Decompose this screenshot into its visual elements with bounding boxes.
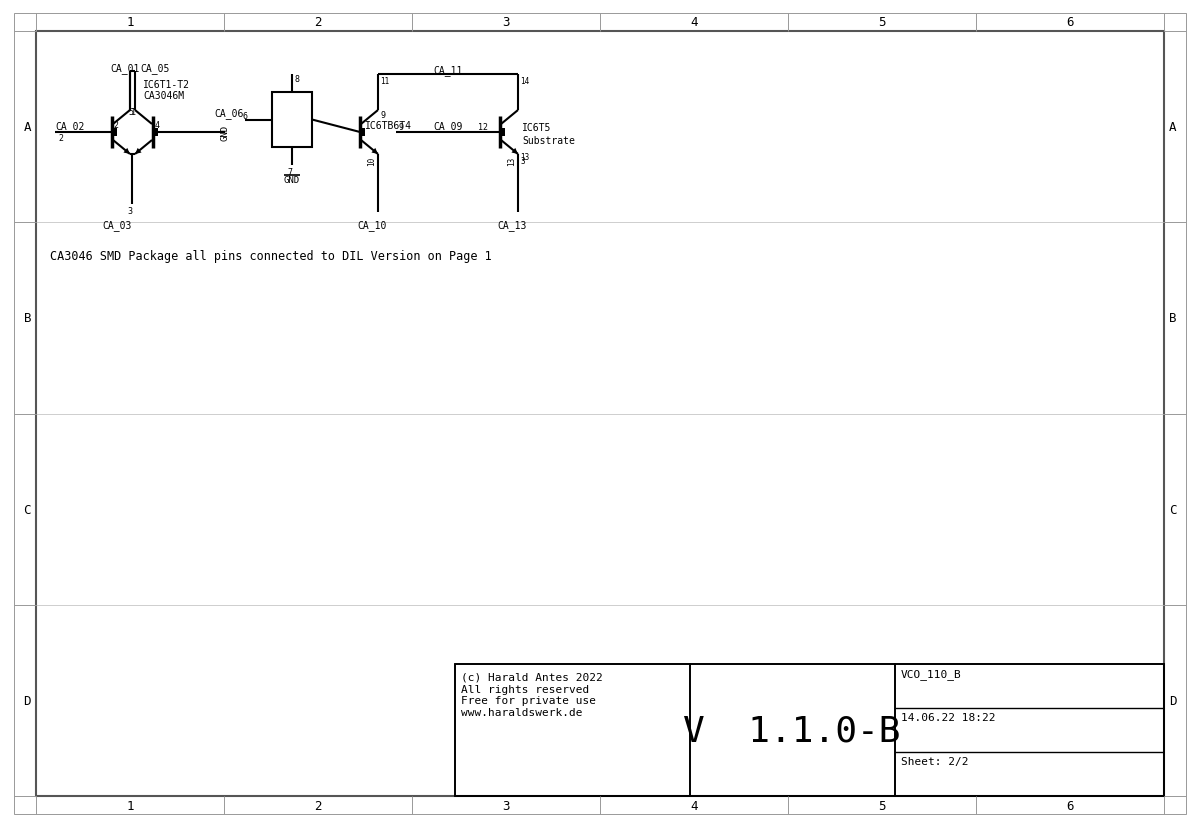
Text: 6: 6 xyxy=(1067,16,1074,29)
Text: GND: GND xyxy=(220,125,229,141)
Text: CA3046 SMD Package all pins connected to DIL Version on Page 1: CA3046 SMD Package all pins connected to… xyxy=(50,250,492,262)
Text: CA_09: CA_09 xyxy=(433,121,463,132)
Text: 5: 5 xyxy=(128,108,133,117)
Text: 3: 3 xyxy=(127,207,132,216)
Bar xyxy=(272,93,312,148)
Polygon shape xyxy=(136,149,142,155)
Text: 10: 10 xyxy=(367,156,376,166)
Text: 5: 5 xyxy=(878,799,886,812)
Text: D: D xyxy=(24,694,31,707)
Text: Substrate: Substrate xyxy=(522,136,575,146)
Text: C: C xyxy=(1169,503,1176,516)
Text: 3: 3 xyxy=(503,16,510,29)
Text: 2: 2 xyxy=(58,134,64,142)
Text: GND: GND xyxy=(284,176,300,185)
Bar xyxy=(455,664,1164,796)
Text: CA_05: CA_05 xyxy=(140,63,169,74)
Text: B: B xyxy=(1169,312,1176,325)
Bar xyxy=(112,129,118,137)
Bar xyxy=(152,129,158,137)
Text: B: B xyxy=(24,312,31,325)
Text: 5: 5 xyxy=(878,16,886,29)
Text: 14.06.22 18:22: 14.06.22 18:22 xyxy=(901,712,996,722)
Text: A: A xyxy=(24,121,31,134)
Text: D: D xyxy=(1169,694,1176,707)
Text: 4: 4 xyxy=(155,121,160,130)
Text: V  1.1.0-B: V 1.1.0-B xyxy=(683,713,901,747)
Text: CA_03: CA_03 xyxy=(102,219,132,231)
Text: IC6TB6T4: IC6TB6T4 xyxy=(365,121,412,131)
Text: 2: 2 xyxy=(314,16,322,29)
Bar xyxy=(499,129,505,137)
Text: 3: 3 xyxy=(503,799,510,812)
Text: 6: 6 xyxy=(242,111,247,120)
Text: 11: 11 xyxy=(380,77,389,86)
Bar xyxy=(895,664,1164,796)
Text: IC6T5: IC6T5 xyxy=(522,123,551,132)
Text: 1: 1 xyxy=(131,108,136,117)
Text: 2: 2 xyxy=(113,121,118,130)
Text: 13: 13 xyxy=(508,156,516,166)
Text: 2: 2 xyxy=(314,799,322,812)
Text: 1: 1 xyxy=(126,16,133,29)
Text: VCO_110_B: VCO_110_B xyxy=(901,668,961,679)
Text: 14: 14 xyxy=(520,77,529,86)
Text: CA_10: CA_10 xyxy=(358,219,386,231)
Text: 1: 1 xyxy=(126,799,133,812)
Text: 4: 4 xyxy=(690,16,697,29)
Text: 4: 4 xyxy=(690,799,697,812)
Text: 3: 3 xyxy=(520,156,524,166)
Polygon shape xyxy=(124,149,130,155)
Bar xyxy=(455,664,690,796)
Bar xyxy=(359,129,365,137)
Polygon shape xyxy=(511,149,518,155)
Text: CA_06: CA_06 xyxy=(215,108,244,119)
Text: 13: 13 xyxy=(520,153,529,161)
Text: 7: 7 xyxy=(288,168,293,177)
Text: 6: 6 xyxy=(1067,799,1074,812)
Text: Sheet: 2/2: Sheet: 2/2 xyxy=(901,756,968,766)
Text: 12: 12 xyxy=(478,123,488,132)
Text: CA_02: CA_02 xyxy=(55,121,84,132)
Text: (c) Harald Antes 2022
All rights reserved
Free for private use
www.haraldswerk.d: (c) Harald Antes 2022 All rights reserve… xyxy=(461,672,602,717)
Text: 9: 9 xyxy=(380,111,385,120)
Text: CA_13: CA_13 xyxy=(497,219,527,231)
Polygon shape xyxy=(372,149,378,155)
Text: 8: 8 xyxy=(294,75,299,84)
Bar xyxy=(690,664,895,796)
Text: CA3046M: CA3046M xyxy=(143,91,184,101)
Text: 9: 9 xyxy=(398,123,403,132)
Text: CA_11: CA_11 xyxy=(433,65,463,76)
Text: C: C xyxy=(24,503,31,516)
Text: CA_01: CA_01 xyxy=(110,63,139,74)
Text: IC6T1-T2: IC6T1-T2 xyxy=(143,80,190,90)
Text: A: A xyxy=(1169,121,1176,134)
